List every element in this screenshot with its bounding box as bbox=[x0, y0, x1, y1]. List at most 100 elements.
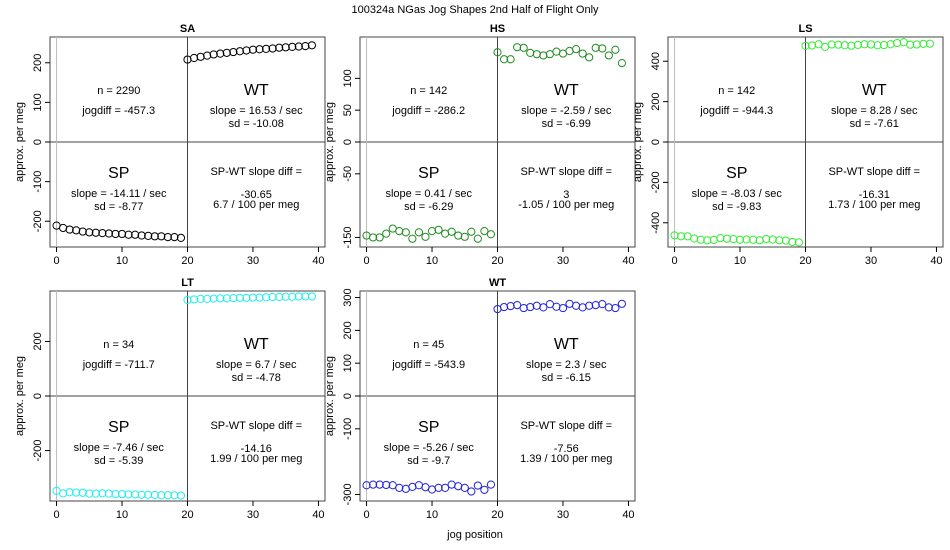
wt-label: WT bbox=[244, 82, 269, 99]
data-point bbox=[131, 230, 140, 239]
data-point bbox=[248, 45, 258, 54]
data-point bbox=[486, 480, 496, 489]
data-point bbox=[578, 303, 587, 312]
data-point bbox=[447, 227, 456, 236]
x-tick-label: 10 bbox=[116, 509, 128, 521]
data-point bbox=[742, 235, 751, 244]
data-point bbox=[203, 294, 212, 304]
data-point bbox=[176, 233, 186, 242]
data-point bbox=[906, 40, 915, 49]
data-point bbox=[189, 295, 199, 304]
x-tick-label: 20 bbox=[799, 255, 811, 267]
data-point bbox=[617, 299, 627, 308]
data-point bbox=[281, 43, 290, 52]
data-point bbox=[604, 51, 613, 60]
sp-slope: slope = 0.41 / sec bbox=[385, 188, 472, 200]
data-point bbox=[454, 482, 463, 491]
data-point bbox=[539, 51, 548, 60]
data-point bbox=[598, 44, 607, 53]
data-point bbox=[362, 481, 371, 490]
data-point bbox=[591, 43, 600, 52]
panel-title: LT bbox=[181, 277, 194, 289]
y-axis-label: approx. per meg bbox=[324, 102, 336, 182]
x-tick-label: 10 bbox=[426, 509, 438, 521]
data-point bbox=[408, 482, 417, 491]
y-tick-label: -200 bbox=[650, 171, 662, 193]
wt-sd: sd = -6.15 bbox=[542, 372, 591, 384]
data-point bbox=[382, 229, 391, 238]
y-tick-label: 0 bbox=[342, 393, 354, 399]
data-point bbox=[131, 490, 140, 499]
data-point bbox=[163, 491, 172, 500]
data-point bbox=[301, 292, 310, 301]
data-point bbox=[307, 292, 317, 301]
data-point bbox=[519, 303, 528, 313]
data-point bbox=[539, 303, 548, 312]
data-point bbox=[235, 47, 244, 56]
data-point bbox=[585, 301, 594, 310]
wt-sd: sd = -7.61 bbox=[850, 118, 899, 130]
data-point bbox=[788, 237, 797, 247]
data-point bbox=[248, 293, 258, 302]
data-point bbox=[604, 303, 613, 312]
y-tick-label: 0 bbox=[32, 393, 44, 399]
data-point bbox=[235, 293, 244, 302]
data-point bbox=[893, 38, 902, 48]
data-point bbox=[696, 235, 705, 244]
data-point bbox=[493, 48, 502, 57]
data-point bbox=[427, 485, 437, 494]
data-point bbox=[395, 226, 404, 236]
panel-sa: SA 0 10 20 30 40 -200 -100 0 100 200 approx. per me… bbox=[14, 23, 326, 267]
y-tick-label: -300 bbox=[342, 483, 354, 505]
sp-sd: sd = -6.29 bbox=[404, 201, 453, 213]
data-point bbox=[85, 228, 94, 237]
data-point bbox=[144, 231, 153, 241]
data-point bbox=[768, 235, 777, 244]
data-point bbox=[807, 41, 817, 50]
data-point bbox=[117, 229, 127, 239]
data-point bbox=[703, 236, 712, 245]
x-tick-label: 10 bbox=[116, 255, 128, 267]
diff-rate: 6.7 / 100 per meg bbox=[213, 199, 299, 211]
y-tick-label: 300 bbox=[342, 288, 354, 306]
x-tick-label: 0 bbox=[53, 255, 59, 267]
x-tick-label: 40 bbox=[312, 255, 324, 267]
data-point bbox=[196, 294, 205, 304]
figure-title: 100324a NGas Jog Shapes 2nd Half of Flig… bbox=[351, 4, 599, 16]
data-point bbox=[571, 44, 581, 54]
data-point bbox=[840, 41, 849, 50]
x-tick-label: 0 bbox=[363, 509, 369, 521]
diff-title: SP-WT slope diff = bbox=[210, 420, 302, 432]
data-point bbox=[72, 226, 81, 235]
sp-label: SP bbox=[418, 419, 439, 436]
data-point bbox=[124, 230, 133, 239]
x-tick-label: 0 bbox=[53, 509, 59, 521]
diff-rate: 1.99 / 100 per meg bbox=[210, 453, 302, 465]
data-point bbox=[288, 42, 297, 52]
diff-rate: -1.05 / 100 per meg bbox=[518, 199, 614, 211]
data-point bbox=[189, 53, 199, 63]
sp-label: SP bbox=[726, 165, 747, 182]
data-point bbox=[137, 490, 146, 499]
data-point bbox=[414, 228, 424, 237]
data-point bbox=[847, 41, 856, 50]
data-point bbox=[919, 39, 928, 48]
data-point bbox=[532, 301, 541, 310]
data-point bbox=[552, 302, 561, 311]
data-point bbox=[375, 480, 384, 489]
data-point bbox=[261, 293, 271, 302]
figure-xlabel: jog position bbox=[446, 529, 503, 541]
x-tick-label: 30 bbox=[247, 255, 259, 267]
data-point bbox=[421, 232, 430, 241]
sp-slope: slope = -14.11 / sec bbox=[71, 188, 167, 200]
y-tick-label: -400 bbox=[650, 212, 662, 234]
data-point bbox=[222, 294, 231, 303]
wt-slope: slope = -2.59 / sec bbox=[521, 105, 612, 117]
sp-slope: slope = -7.46 / sec bbox=[74, 442, 165, 454]
data-point bbox=[163, 232, 172, 242]
data-point bbox=[196, 52, 205, 61]
x-tick-label: 40 bbox=[622, 509, 634, 521]
diff-title: SP-WT slope diff = bbox=[520, 166, 612, 178]
data-point bbox=[558, 303, 568, 313]
